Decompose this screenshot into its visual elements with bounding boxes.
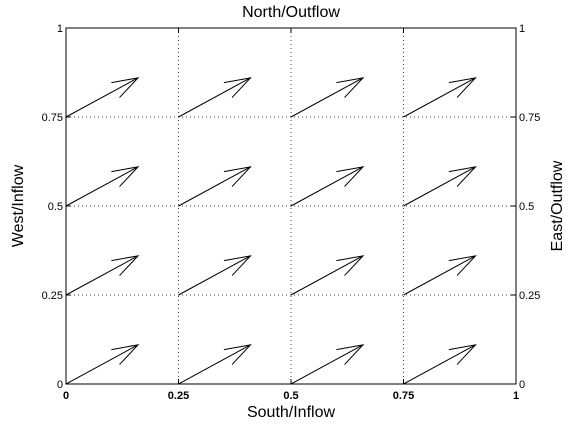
arrow-head <box>448 166 477 187</box>
arrow-head <box>336 344 365 365</box>
arrow <box>403 255 477 296</box>
arrow <box>403 344 477 385</box>
arrow <box>403 77 477 118</box>
arrow-shaft <box>290 77 364 118</box>
arrow <box>290 77 365 118</box>
x-tick-label: 0.25 <box>168 390 189 402</box>
arrow-head <box>111 77 140 98</box>
arrow <box>290 344 365 385</box>
right-axis-label: East/Outflow <box>549 160 566 251</box>
arrow-head <box>448 344 477 365</box>
y-tick-label-left: 1 <box>57 23 63 35</box>
arrow <box>178 344 252 385</box>
x-tick-label: 0 <box>63 390 69 402</box>
arrow-head <box>448 255 477 276</box>
y-tick-label-right: 0.25 <box>519 290 540 302</box>
arrow <box>65 77 140 118</box>
arrow-shaft <box>403 77 476 118</box>
arrow <box>65 344 140 385</box>
arrow-head <box>111 255 140 276</box>
y-tick-label-left: 0 <box>57 379 63 391</box>
left-axis-label: West/Inflow <box>10 164 27 247</box>
tick-labels: 0 0.25 0.5 0.75 10 00.25 0.250.5 0.50.75 0.751 1 <box>42 23 541 402</box>
arrow-shaft <box>290 344 364 385</box>
arrow <box>403 166 477 207</box>
arrow <box>178 255 252 296</box>
y-tick-label-right: 0.5 <box>519 201 534 213</box>
arrow-shaft <box>290 255 364 296</box>
arrow-head <box>448 77 477 98</box>
arrow-field <box>65 77 477 385</box>
arrow-shaft <box>178 344 251 385</box>
arrow-head <box>223 77 252 98</box>
arrow-shaft <box>403 255 476 296</box>
bottom-axis-label: South/Inflow <box>247 404 336 421</box>
arrow-head <box>111 344 140 365</box>
x-tick-label: 1 <box>513 390 519 402</box>
arrow-shaft <box>403 344 476 385</box>
arrow-shaft <box>178 166 251 207</box>
arrow <box>290 255 365 296</box>
y-tick-label-right: 0 <box>519 379 525 391</box>
arrow-shaft <box>65 255 139 296</box>
arrow-head <box>336 166 365 187</box>
top-axis-label: North/Outflow <box>242 4 340 21</box>
arrow-head <box>336 255 365 276</box>
x-tick-label: 0.5 <box>283 390 298 402</box>
arrow-shaft <box>65 166 139 207</box>
arrow-shaft <box>290 166 364 207</box>
arrow <box>178 166 252 207</box>
y-tick-label-left: 0.25 <box>42 290 63 302</box>
arrow-head <box>223 255 252 276</box>
arrow <box>65 255 140 296</box>
arrow <box>290 166 365 207</box>
arrow-shaft <box>65 344 139 385</box>
arrow <box>178 77 252 118</box>
y-tick-label-right: 1 <box>519 23 525 35</box>
arrow-head <box>336 77 365 98</box>
arrow-shaft <box>403 166 476 207</box>
y-tick-label-left: 0.5 <box>48 201 63 213</box>
arrow-head <box>223 344 252 365</box>
arrow <box>65 166 140 207</box>
y-tick-label-left: 0.75 <box>42 112 63 124</box>
arrow-shaft <box>178 255 251 296</box>
arrow-head <box>111 166 140 187</box>
arrow-shaft <box>178 77 251 118</box>
y-tick-label-right: 0.75 <box>519 112 540 124</box>
arrow-head <box>223 166 252 187</box>
arrow-shaft <box>65 77 139 118</box>
x-tick-label: 0.75 <box>393 390 414 402</box>
